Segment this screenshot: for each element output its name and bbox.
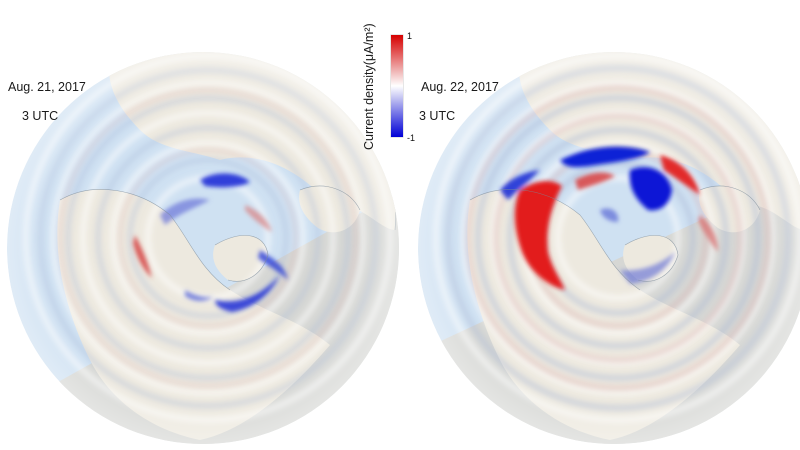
panel-left-time: 3 UTC (22, 109, 59, 123)
colorbar-max-label: 1 (407, 31, 413, 41)
colorbar-title: Current density(μA/m²) (362, 23, 376, 150)
polar-map-left (7, 52, 399, 444)
polar-map-right (418, 52, 800, 444)
panel-left-date: Aug. 21, 2017 (8, 80, 86, 94)
panel-right-date: Aug. 22, 2017 (421, 80, 499, 94)
panel-right-time: 3 UTC (419, 109, 456, 123)
colorbar-min-label: -1 (407, 133, 416, 143)
colorbar (391, 35, 403, 137)
